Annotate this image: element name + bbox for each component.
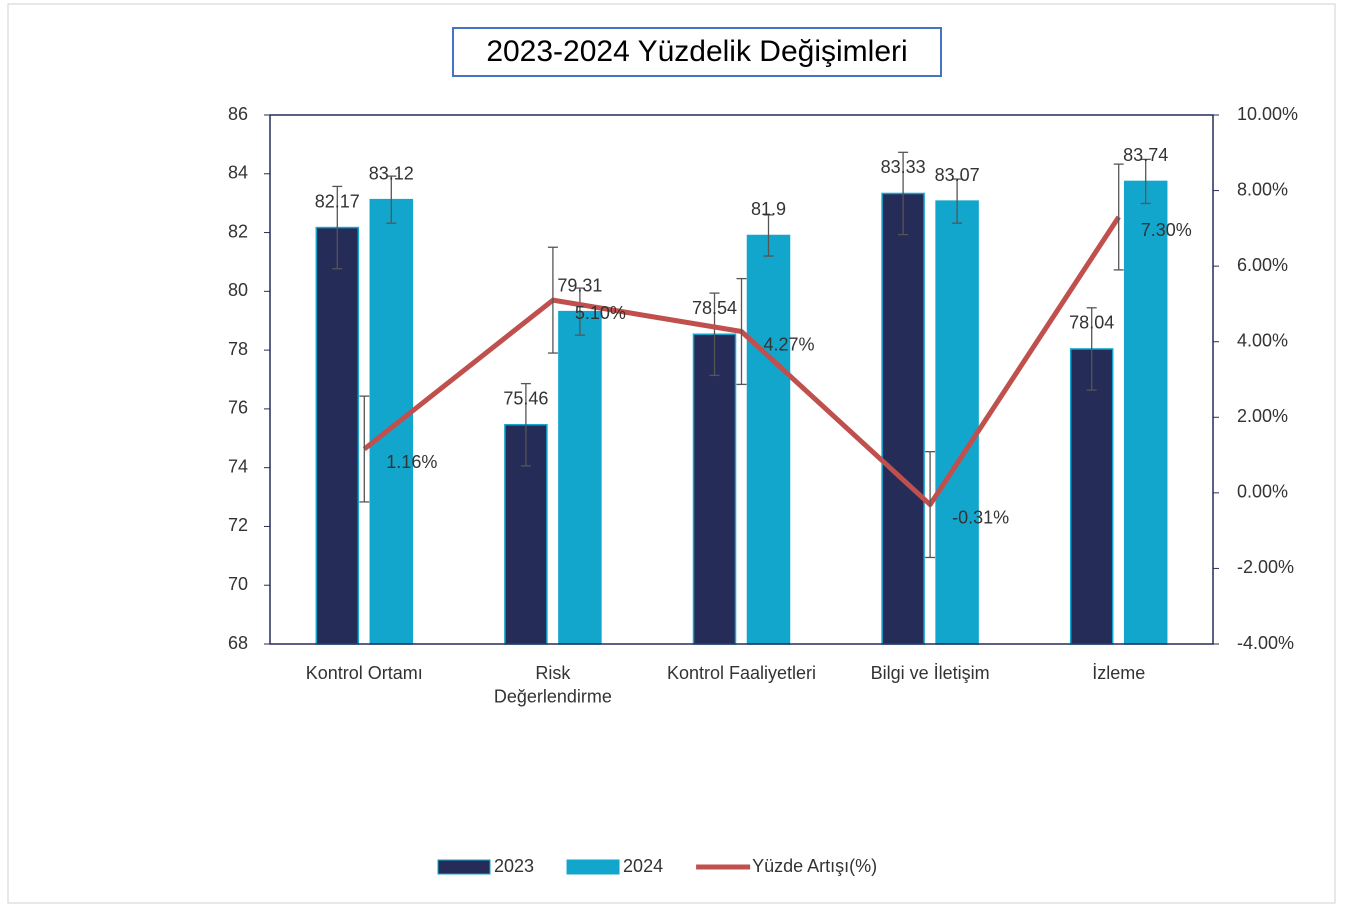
legend-label: Yüzde Artışı(%)	[752, 856, 877, 876]
data-label: 83.07	[935, 165, 980, 185]
x-tick-label: İzleme	[1092, 663, 1145, 683]
line-data-label: 5.10%	[575, 303, 626, 323]
line-data-label: 1.16%	[386, 452, 437, 472]
y-tick-label: 82	[228, 221, 248, 241]
data-label: 83.12	[369, 163, 414, 183]
error-bar	[520, 382, 531, 467]
line-data-label: -0.31%	[952, 507, 1009, 527]
error-bar	[898, 151, 909, 236]
y2-tick-label: 4.00%	[1237, 330, 1288, 350]
y2-tick-label: 8.00%	[1237, 179, 1288, 199]
bar	[558, 310, 602, 645]
x-tick-label: Kontrol Ortamı	[306, 663, 423, 683]
y-tick-label: 76	[228, 398, 248, 418]
error-bar	[1113, 163, 1124, 271]
bar	[881, 192, 925, 645]
legend-label: 2024	[623, 856, 663, 876]
data-label: 82.17	[315, 191, 360, 211]
data-label: 75.46	[503, 389, 548, 409]
bar	[315, 226, 360, 645]
error-bar	[547, 246, 558, 354]
title-box	[452, 27, 942, 77]
bar	[746, 234, 791, 645]
error-bar	[1086, 307, 1097, 391]
error-bar	[359, 395, 370, 503]
legend-label: 2023	[494, 856, 534, 876]
error-bar	[386, 175, 397, 224]
y2-tick-label: 6.00%	[1237, 255, 1288, 275]
error-bar	[332, 185, 343, 270]
plot-frame	[269, 114, 1214, 645]
y-tick-label: 84	[228, 163, 248, 183]
bar	[369, 198, 414, 645]
y2-tick-label: -4.00%	[1237, 633, 1294, 653]
error-bar	[925, 451, 936, 559]
x-tick-label: Bilgi ve İletişim	[871, 663, 990, 683]
y2-tick-label: 2.00%	[1237, 406, 1288, 426]
chart-frame	[7, 3, 1336, 904]
x-tick-label: Kontrol Faaliyetleri	[667, 663, 816, 683]
line-data-label: 4.27%	[764, 334, 815, 354]
data-label: 78.54	[692, 298, 737, 318]
legend-swatch	[437, 859, 491, 875]
y-tick-label: 80	[228, 280, 248, 300]
y-tick-label: 86	[228, 104, 248, 124]
data-label: 79.31	[557, 275, 602, 295]
line-data-label: 7.30%	[1141, 220, 1192, 240]
bar	[1069, 348, 1114, 645]
y-tick-label: 70	[228, 574, 248, 594]
bar	[692, 333, 737, 645]
error-bar	[952, 178, 963, 224]
error-bar	[763, 214, 774, 257]
error-bar	[709, 292, 720, 377]
x-tick-label: Risk Değerlendirme	[494, 663, 612, 706]
y-tick-label: 74	[228, 456, 248, 476]
y2-tick-label: 0.00%	[1237, 482, 1288, 502]
y2-tick-label: -2.00%	[1237, 557, 1294, 577]
bar	[1123, 180, 1168, 645]
y-tick-label: 78	[228, 339, 248, 359]
chart-title: 2023-2024 Yüzdelik Değişimleri	[486, 35, 907, 68]
y2-tick-label: 10.00%	[1237, 104, 1298, 124]
data-label: 81.9	[751, 199, 786, 219]
data-label: 78.04	[1069, 313, 1114, 333]
error-bar	[1140, 158, 1151, 205]
error-bar	[574, 287, 585, 336]
bar	[935, 200, 979, 645]
data-label: 83.74	[1123, 145, 1168, 165]
error-bar	[736, 277, 747, 386]
data-label: 83.33	[881, 157, 926, 177]
legend-swatch	[566, 859, 620, 875]
y-tick-label: 72	[228, 515, 248, 535]
y-tick-label: 68	[228, 633, 248, 653]
